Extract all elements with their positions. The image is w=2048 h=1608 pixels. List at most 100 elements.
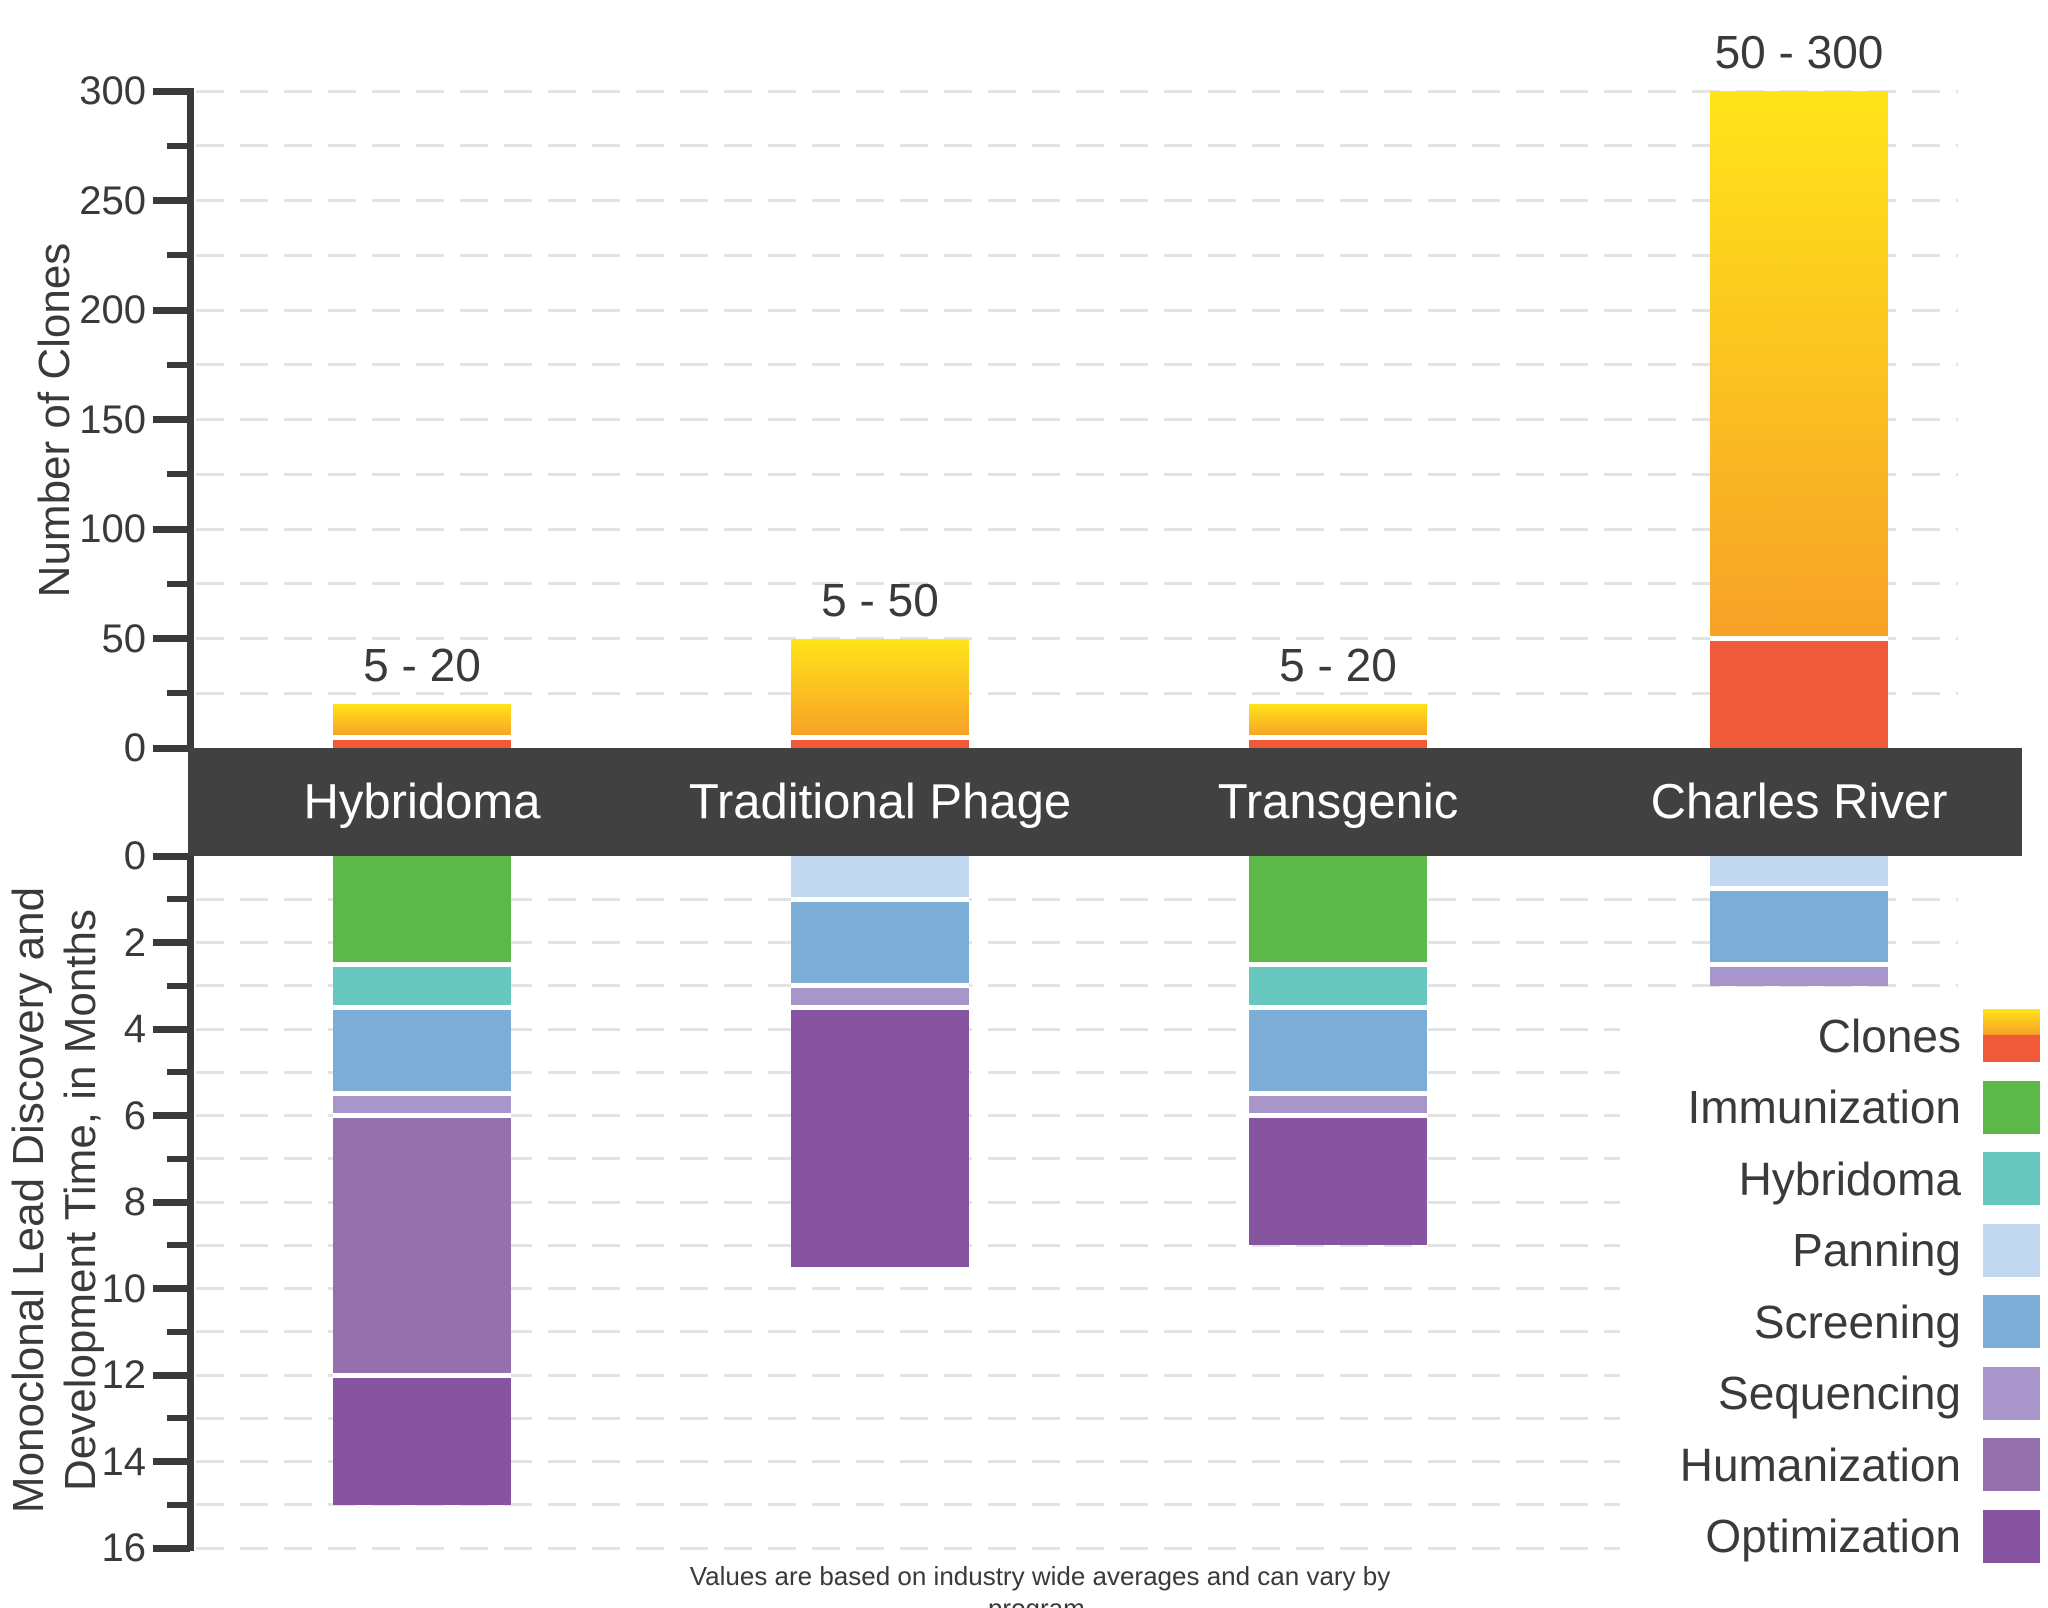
stage-segment-sequencing bbox=[791, 985, 969, 1008]
clones-base-segment bbox=[791, 737, 969, 748]
segment-separator bbox=[333, 1113, 511, 1118]
months-gridline bbox=[196, 1416, 1958, 1420]
legend-swatch-clones-range bbox=[1983, 1009, 2040, 1036]
legend-swatch-sequencing bbox=[1983, 1366, 2040, 1420]
legend-swatch-panning bbox=[1983, 1223, 2040, 1277]
clones-gridline bbox=[196, 253, 1958, 257]
segment-separator bbox=[1249, 734, 1427, 740]
stage-segment-sequencing bbox=[1249, 1093, 1427, 1116]
months-tick-label: 10 bbox=[101, 1266, 147, 1311]
months-tick-major bbox=[153, 939, 190, 946]
clones-tick-minor bbox=[167, 471, 190, 478]
months-gridline bbox=[196, 1460, 1958, 1463]
legend-swatch-hybridoma bbox=[1983, 1152, 2040, 1206]
months-tick-label: 8 bbox=[123, 1180, 146, 1224]
segment-separator bbox=[791, 896, 969, 902]
months-tick-major bbox=[153, 1371, 190, 1379]
legend-label: Hybridoma bbox=[1738, 1152, 1961, 1205]
months-gridline bbox=[196, 941, 1958, 944]
segment-separator bbox=[1710, 961, 1888, 967]
clones-base-segment bbox=[1710, 638, 1888, 748]
legend-row: Humanization bbox=[1620, 1429, 2048, 1501]
segment-separator bbox=[333, 734, 511, 740]
legend-row: Sequencing bbox=[1620, 1358, 2048, 1430]
legend-label: Panning bbox=[1792, 1224, 1961, 1277]
legend-label: Sequencing bbox=[1718, 1367, 1961, 1420]
clones-tick-major bbox=[153, 635, 190, 642]
months-tick-major bbox=[153, 1112, 190, 1119]
clones-tick-label: 100 bbox=[79, 507, 146, 551]
clones-gridline bbox=[196, 691, 1958, 695]
clones-tick-major bbox=[153, 87, 190, 95]
clones-gridline bbox=[196, 144, 1958, 148]
clones-gridline bbox=[196, 527, 1958, 531]
months-tick-label: 16 bbox=[101, 1526, 147, 1570]
months-tick-minor bbox=[167, 896, 190, 903]
months-tick-label: 12 bbox=[101, 1353, 147, 1397]
segment-separator bbox=[791, 734, 969, 740]
clones-tick-major bbox=[153, 525, 190, 533]
months-gridline bbox=[196, 1157, 1958, 1161]
clones-range-label: 5 - 50 bbox=[821, 573, 939, 626]
months-gridline bbox=[196, 984, 1958, 988]
category-band-rect bbox=[188, 748, 2022, 856]
stage-segment-screening bbox=[333, 1007, 511, 1094]
months-tick-minor bbox=[167, 982, 190, 989]
stage-segment-screening bbox=[1249, 1007, 1427, 1094]
legend-label: Humanization bbox=[1679, 1438, 1961, 1491]
months-tick-major bbox=[153, 1025, 190, 1033]
stage-segment-sequencing bbox=[1710, 964, 1888, 986]
months-tick-major bbox=[153, 1458, 190, 1465]
months-gridline bbox=[196, 1287, 1958, 1290]
months-tick-minor bbox=[167, 1501, 190, 1508]
clones-tick-minor bbox=[167, 142, 190, 149]
months-gridline bbox=[196, 1114, 1958, 1117]
months-gridline bbox=[196, 1503, 1958, 1507]
stage-segment-hybridoma bbox=[333, 964, 511, 1008]
segment-separator bbox=[333, 1091, 511, 1097]
clones-range-segment bbox=[1710, 91, 1888, 639]
stage-segment-optimization bbox=[1249, 1115, 1427, 1246]
clones-tick-label: 150 bbox=[79, 397, 146, 442]
months-tick-major bbox=[153, 1285, 190, 1292]
legend-row: Optimization bbox=[1620, 1501, 2048, 1573]
clones-range-segment bbox=[333, 704, 511, 738]
segment-separator bbox=[1249, 1113, 1427, 1118]
stage-segment-hybridoma bbox=[1249, 964, 1427, 1008]
segment-separator bbox=[333, 1004, 511, 1010]
clones-tick-label: 50 bbox=[101, 616, 147, 661]
legend-swatch-screening bbox=[1983, 1295, 2040, 1349]
legend-swatch-humanization bbox=[1983, 1438, 2040, 1492]
category-label: Traditional Phage bbox=[688, 775, 1072, 829]
category-label: Charles River bbox=[1650, 775, 1948, 829]
stage-segment-panning bbox=[791, 856, 969, 900]
stage-segment-panning bbox=[1710, 856, 1888, 889]
months-gridline bbox=[196, 1243, 1958, 1247]
legend-label: Screening bbox=[1753, 1295, 1961, 1348]
months-gridline bbox=[196, 1373, 1958, 1377]
clones-tick-label: 300 bbox=[79, 69, 146, 113]
clones-gridline bbox=[196, 363, 1958, 367]
clones-tick-minor bbox=[167, 690, 190, 697]
months-tick-major bbox=[153, 852, 190, 860]
segment-separator bbox=[791, 1004, 969, 1010]
months-tick-major bbox=[153, 1198, 190, 1206]
clones-tick-label: 200 bbox=[79, 288, 146, 332]
segment-separator bbox=[1249, 961, 1427, 967]
months-tick-label: 0 bbox=[123, 834, 146, 878]
months-tick-minor bbox=[167, 1242, 190, 1249]
clones-axis-line bbox=[187, 88, 194, 748]
segment-separator bbox=[1249, 1091, 1427, 1097]
legend-row: Hybridoma bbox=[1620, 1143, 2048, 1215]
legend-swatch-optimization bbox=[1983, 1509, 2040, 1563]
months-tick-minor bbox=[167, 1069, 190, 1076]
segment-separator bbox=[1249, 1004, 1427, 1010]
stage-segment-immunization bbox=[1249, 856, 1427, 965]
clones-range-label: 5 - 20 bbox=[1279, 639, 1397, 692]
segment-separator bbox=[333, 1372, 511, 1378]
clones-gridline bbox=[196, 418, 1958, 421]
legend-row: Immunization bbox=[1620, 1072, 2048, 1144]
stage-segment-immunization bbox=[333, 856, 511, 965]
clones-gridline bbox=[196, 199, 1958, 202]
